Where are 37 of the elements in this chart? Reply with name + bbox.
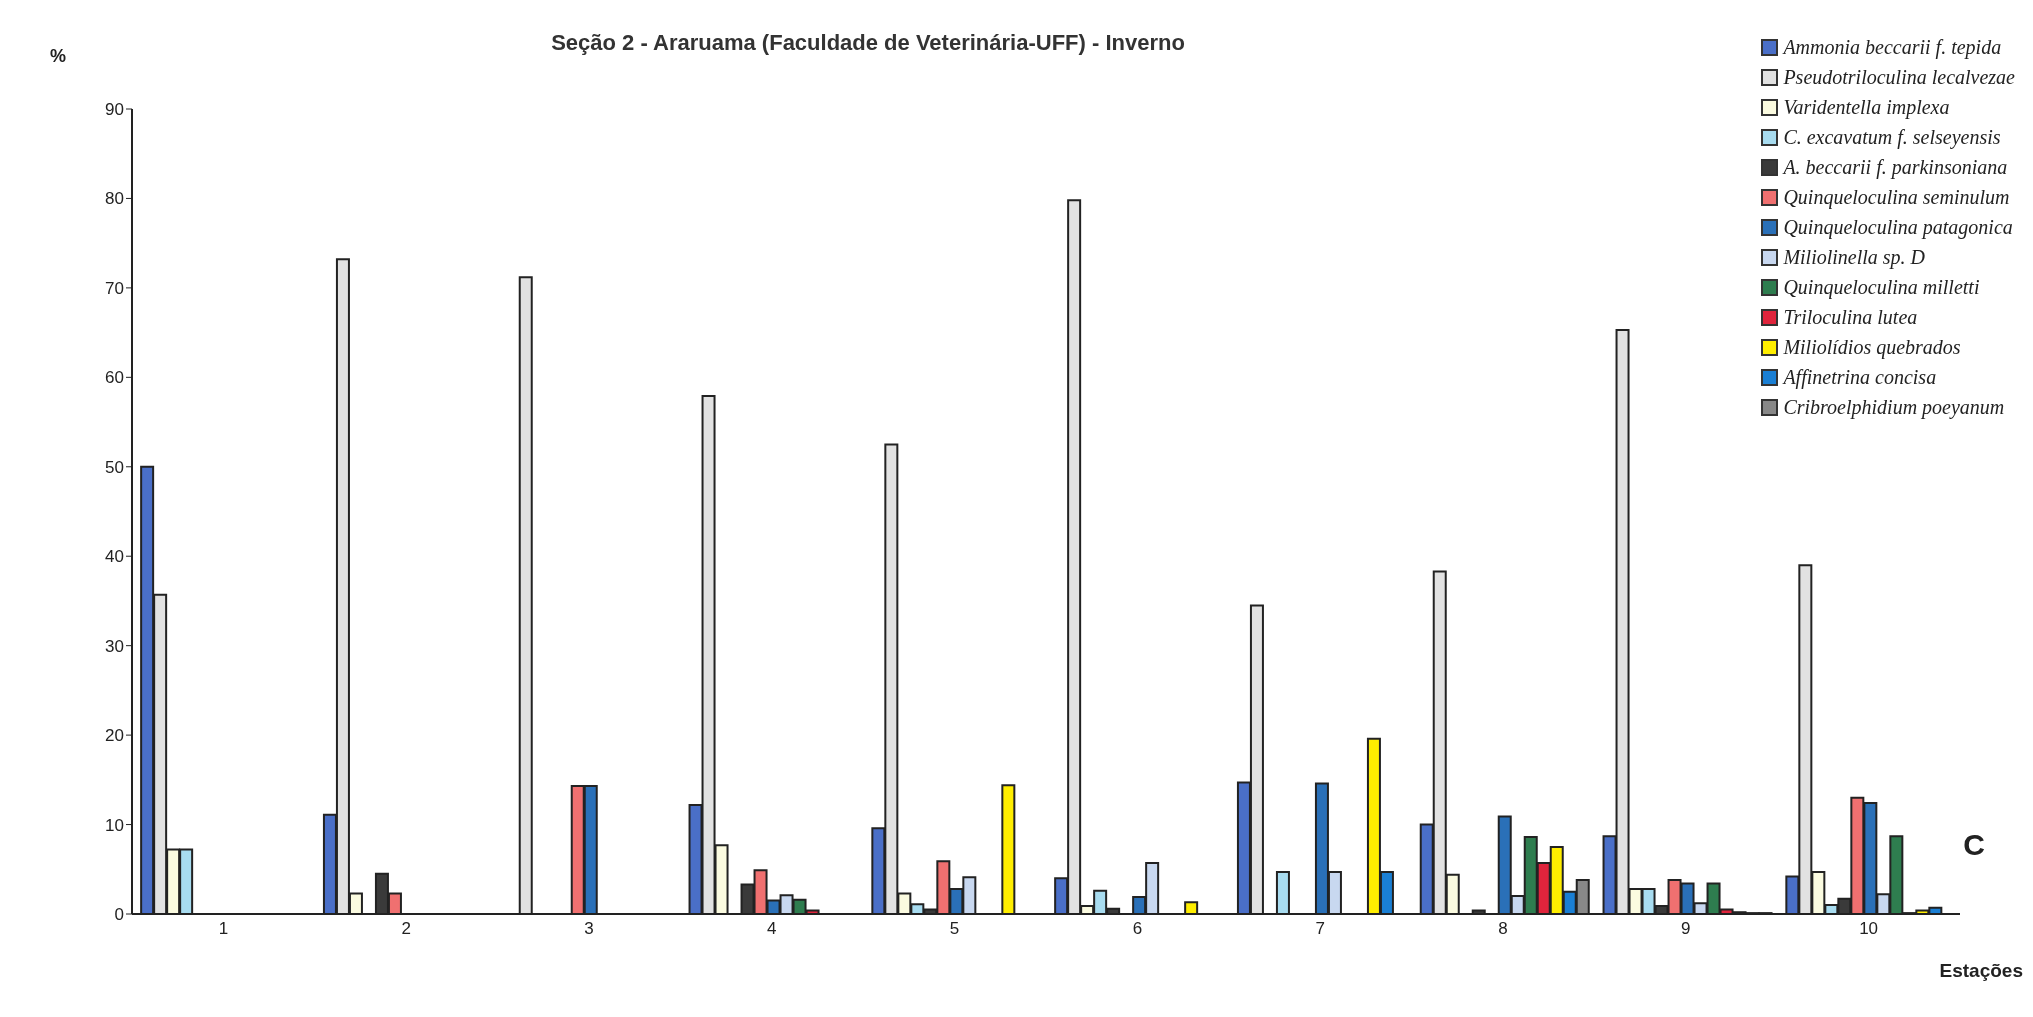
- y-tick-label: 30: [105, 636, 124, 656]
- y-tick-label: 10: [105, 815, 124, 835]
- y-tick-label: 60: [105, 368, 124, 388]
- x-tick-label: 4: [767, 919, 777, 939]
- x-tick-label: 9: [1681, 919, 1691, 939]
- chart-title: Seção 2 - Araruama (Faculdade de Veterinária-UFF) - Inverno: [550, 30, 1186, 56]
- y-tick-label: 40: [105, 547, 124, 567]
- legend-label: Affinetrina concisa: [1783, 365, 1937, 389]
- text: C: [1963, 828, 1985, 862]
- y-tick-label: 80: [105, 189, 124, 209]
- y-tick-label: 20: [105, 726, 124, 746]
- legend-label: Miliolinella sp. D: [1783, 245, 1926, 269]
- x-tick-label: 3: [584, 919, 594, 939]
- legend-label: Cribroelphidium poeyanum: [1783, 395, 2005, 419]
- y-tick-label: 70: [105, 278, 124, 298]
- y-tick-label: 0: [114, 905, 124, 925]
- legend-label: Triloculina lutea: [1783, 305, 1918, 329]
- legend-label: Quinqueloculina seminulum: [1783, 185, 2010, 209]
- y-axis-title: %: [50, 46, 67, 67]
- legend-label: Miliolídios quebrados: [1783, 335, 1961, 359]
- y-tick-label: 90: [105, 100, 124, 120]
- legend-label: Varidentella implexa: [1783, 95, 1950, 119]
- legend-label: C. excavatum f. selseyensis: [1783, 125, 2001, 149]
- legend-label: Quinqueloculina milletti: [1783, 275, 1980, 299]
- x-tick-label: 6: [1132, 919, 1143, 939]
- x-tick-label: 10: [1859, 919, 1879, 939]
- x-tick-label: 7: [1315, 919, 1325, 939]
- x-tick-label: 5: [949, 919, 960, 939]
- legend-label: Quinqueloculina patagonica: [1783, 215, 2013, 239]
- x-tick-label: 1: [218, 919, 229, 939]
- y-tick-label: 50: [105, 457, 124, 477]
- legend-label: Ammonia beccarii f. tepida: [1783, 35, 2002, 59]
- legend-label: Pseudotriloculina lecalvezae: [1783, 65, 2015, 89]
- legend-label: A. beccarii f. parkinsoniana: [1783, 155, 2008, 179]
- x-tick-label: 8: [1498, 919, 1508, 939]
- x-axis-title: Estações: [1939, 960, 2023, 982]
- x-tick-label: 2: [401, 919, 411, 939]
